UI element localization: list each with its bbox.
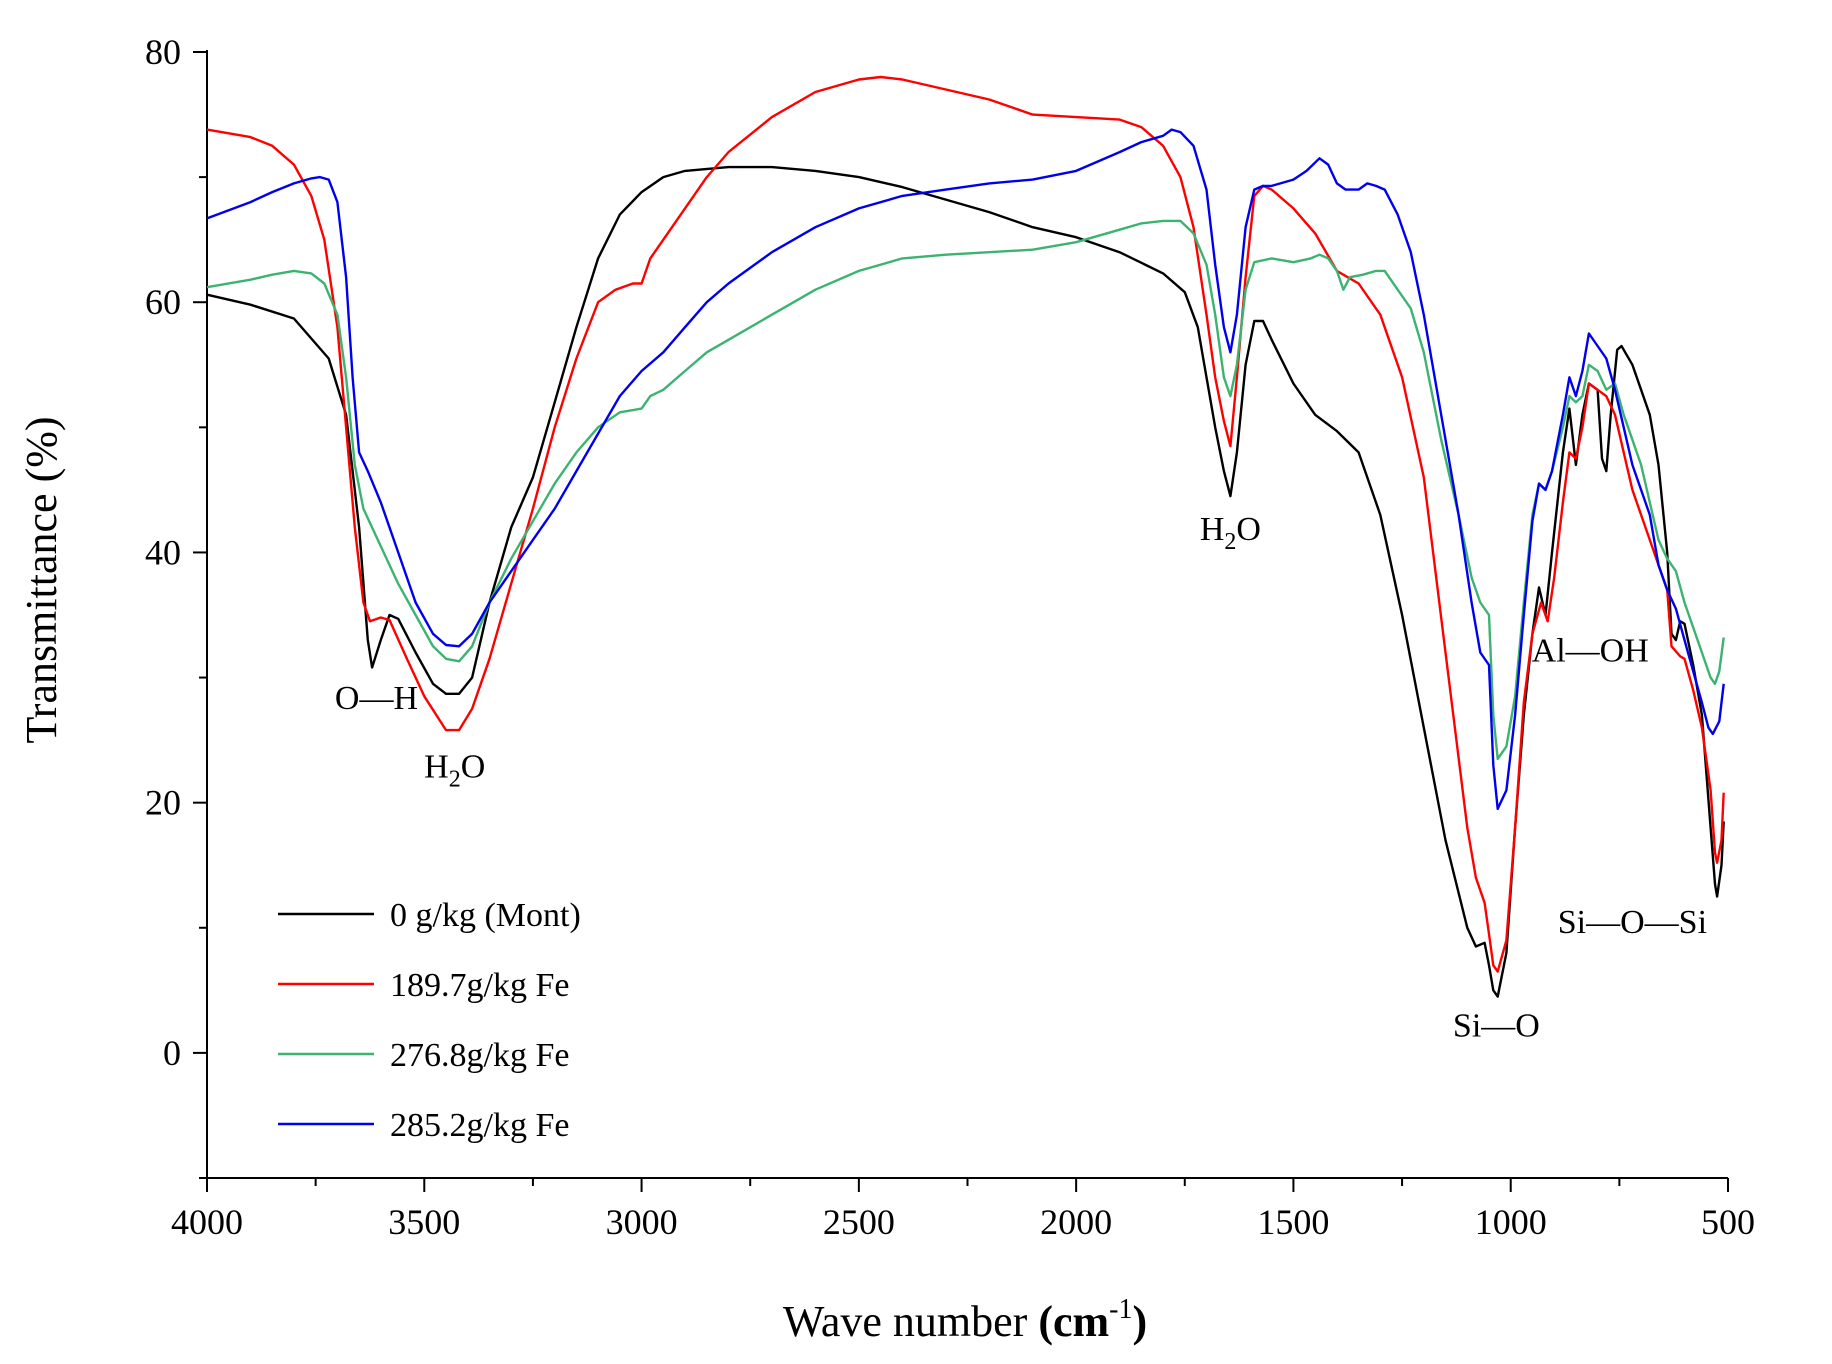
x-tick-label: 1500 — [1257, 1202, 1329, 1242]
annotation-sios: Si—O—Si — [1558, 904, 1707, 941]
series-line-4 — [206, 128, 1725, 811]
x-tick-label: 2500 — [823, 1202, 895, 1242]
legend-label-1: 0 g/kg (Mont) — [390, 897, 581, 934]
y-tick-label: 20 — [145, 783, 181, 823]
x-axis-title-unit: (cm — [1038, 1297, 1109, 1346]
series-line-2 — [206, 75, 1725, 973]
annotation-aloh: Al—OH — [1532, 632, 1649, 669]
x-tick-label: 2000 — [1040, 1202, 1112, 1242]
x-tick-label: 500 — [1701, 1202, 1755, 1242]
annotation-sio: Si—O — [1453, 1008, 1540, 1045]
y-axis-title: Transmittance (%) — [17, 416, 66, 743]
legend: 0 g/kg (Mont) 189.7g/kg Fe 276.8g/kg Fe 285… — [278, 897, 581, 1144]
legend-label-2: 189.7g/kg Fe — [390, 967, 569, 1004]
x-tick-label: 4000 — [171, 1202, 243, 1242]
y-tick-label: 40 — [145, 532, 181, 572]
x-axis-title: Wave number (cm-1) — [783, 1294, 1147, 1346]
annotation-h2o-2: H2O — [1200, 511, 1261, 555]
series-line-3 — [206, 219, 1725, 761]
legend-label-3: 276.8g/kg Fe — [390, 1037, 569, 1074]
y-tick-label: 80 — [145, 32, 181, 72]
legend-label-4: 285.2g/kg Fe — [390, 1107, 569, 1144]
x-tick-label: 3500 — [388, 1202, 460, 1242]
y-tick-label: 60 — [145, 282, 181, 322]
annotation-h2o-1: H2O — [424, 749, 485, 793]
x-axis-title-main: Wave number — [783, 1297, 1038, 1346]
series-layer — [206, 75, 1725, 998]
y-tick-label: 0 — [163, 1033, 181, 1073]
x-axis-title-sup: -1 — [1109, 1294, 1132, 1325]
annotation-oh: O—H — [335, 680, 418, 717]
x-tick-label: 3000 — [606, 1202, 678, 1242]
x-tick-label: 1000 — [1475, 1202, 1547, 1242]
axes: 4000 3500 3000 2500 2000 1500 1000 500 0 20 40 60 80 — [145, 32, 1755, 1242]
series-line-1 — [206, 165, 1725, 998]
x-axis-title-close: ) — [1133, 1297, 1148, 1346]
